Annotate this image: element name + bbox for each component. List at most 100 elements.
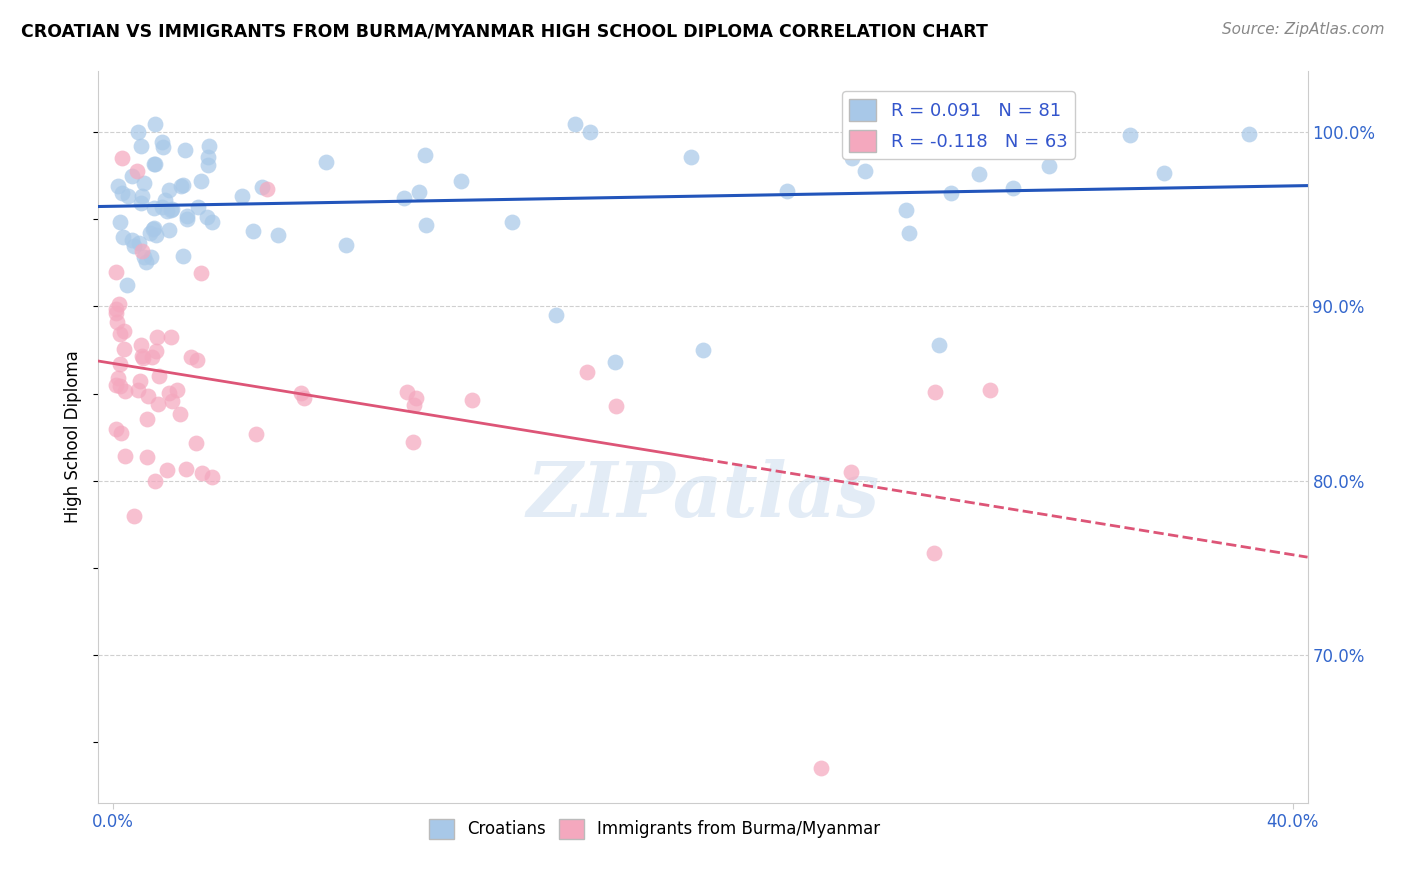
Point — [898, 227, 921, 241]
Point — [108, 327, 131, 342]
Point — [143, 201, 166, 215]
Point — [979, 383, 1001, 397]
Point — [131, 351, 153, 365]
Point — [401, 435, 423, 450]
Point — [110, 426, 132, 441]
Text: ZIPatlas: ZIPatlas — [526, 458, 880, 533]
Point — [105, 301, 128, 316]
Point — [413, 148, 436, 162]
Point — [153, 194, 176, 208]
Point — [245, 427, 267, 442]
Point — [953, 141, 976, 155]
Point — [195, 211, 218, 225]
Point — [145, 227, 167, 242]
Point — [105, 265, 128, 279]
Point — [292, 392, 315, 406]
Point — [139, 250, 162, 264]
Point — [894, 202, 917, 217]
Legend: Croatians, Immigrants from Burma/Myanmar: Croatians, Immigrants from Burma/Myanmar — [422, 812, 887, 846]
Point — [839, 465, 862, 479]
Point — [141, 350, 163, 364]
Point — [575, 366, 598, 380]
Point — [129, 195, 152, 210]
Point — [132, 250, 155, 264]
Point — [131, 189, 153, 203]
Point — [564, 117, 586, 131]
Point — [108, 297, 131, 311]
Y-axis label: High School Diploma: High School Diploma — [65, 351, 83, 524]
Point — [124, 239, 146, 253]
Point — [160, 202, 183, 217]
Point — [110, 379, 132, 393]
Point — [117, 278, 139, 293]
Point — [159, 330, 181, 344]
Point — [460, 392, 482, 407]
Point — [142, 221, 165, 235]
Point — [174, 462, 197, 476]
Point — [139, 226, 162, 240]
Point — [160, 393, 183, 408]
Point — [187, 200, 209, 214]
Point — [201, 215, 224, 229]
Point — [172, 178, 194, 192]
Point — [122, 509, 145, 524]
Point — [242, 224, 264, 238]
Point — [855, 164, 877, 178]
Point — [107, 178, 129, 193]
Point — [105, 315, 128, 329]
Point — [394, 191, 416, 205]
Point — [162, 202, 184, 216]
Point — [501, 215, 523, 229]
Point — [256, 182, 278, 196]
Point — [166, 383, 188, 397]
Point — [146, 330, 169, 344]
Point — [121, 169, 143, 184]
Point — [131, 138, 153, 153]
Point — [692, 343, 714, 357]
Point — [681, 150, 703, 164]
Point — [1153, 166, 1175, 180]
Point — [267, 228, 290, 243]
Point — [544, 308, 567, 322]
Point — [131, 244, 153, 258]
Point — [396, 384, 419, 399]
Point — [108, 357, 131, 371]
Point — [190, 266, 212, 280]
Point — [170, 178, 193, 193]
Point — [402, 398, 425, 412]
Point — [315, 155, 337, 169]
Point — [143, 221, 166, 235]
Point — [184, 436, 207, 450]
Point — [117, 189, 139, 203]
Point — [450, 174, 472, 188]
Point — [107, 371, 129, 385]
Point — [131, 349, 153, 363]
Point — [129, 374, 152, 388]
Text: CROATIAN VS IMMIGRANTS FROM BURMA/MYANMAR HIGH SCHOOL DIPLOMA CORRELATION CHART: CROATIAN VS IMMIGRANTS FROM BURMA/MYANMA… — [21, 22, 988, 40]
Point — [127, 384, 149, 398]
Point — [1001, 181, 1024, 195]
Point — [156, 204, 179, 219]
Point — [121, 234, 143, 248]
Point — [142, 157, 165, 171]
Point — [191, 466, 214, 480]
Point — [125, 163, 148, 178]
Point — [290, 386, 312, 401]
Point — [201, 470, 224, 484]
Point — [105, 306, 128, 320]
Point — [143, 117, 166, 131]
Point — [145, 344, 167, 359]
Point — [197, 150, 219, 164]
Point — [335, 238, 357, 252]
Point — [186, 352, 208, 367]
Point — [176, 210, 198, 224]
Point — [405, 391, 427, 405]
Point — [922, 545, 945, 559]
Point — [114, 384, 136, 399]
Point — [112, 342, 135, 356]
Point — [135, 255, 157, 269]
Point — [136, 450, 159, 464]
Point — [169, 407, 191, 421]
Point — [946, 138, 969, 153]
Point — [111, 152, 134, 166]
